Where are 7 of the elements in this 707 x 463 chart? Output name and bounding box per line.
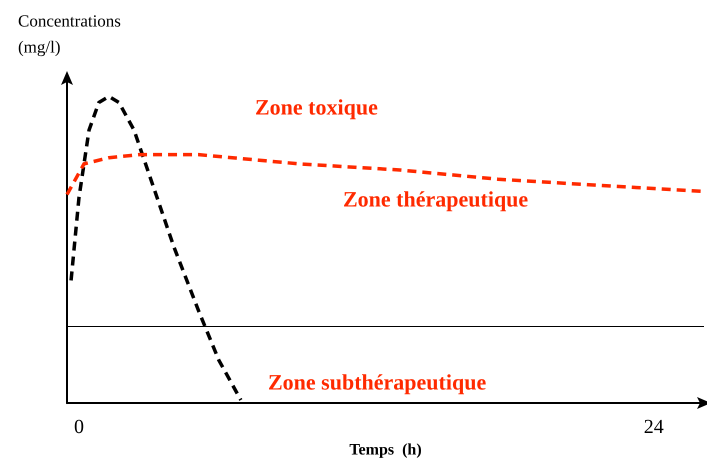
- annotation: Zone subthérapeutique: [268, 370, 486, 394]
- annotation: Zone thérapeutique: [343, 186, 528, 212]
- y-axis-title: Concentrations (mg/l): [18, 12, 126, 56]
- x-axis-title: Temps (h): [349, 442, 422, 458]
- annotation: Zone toxique: [255, 94, 378, 120]
- x-tick-label: 0: [74, 416, 84, 438]
- x-tick-label: 24: [644, 416, 664, 438]
